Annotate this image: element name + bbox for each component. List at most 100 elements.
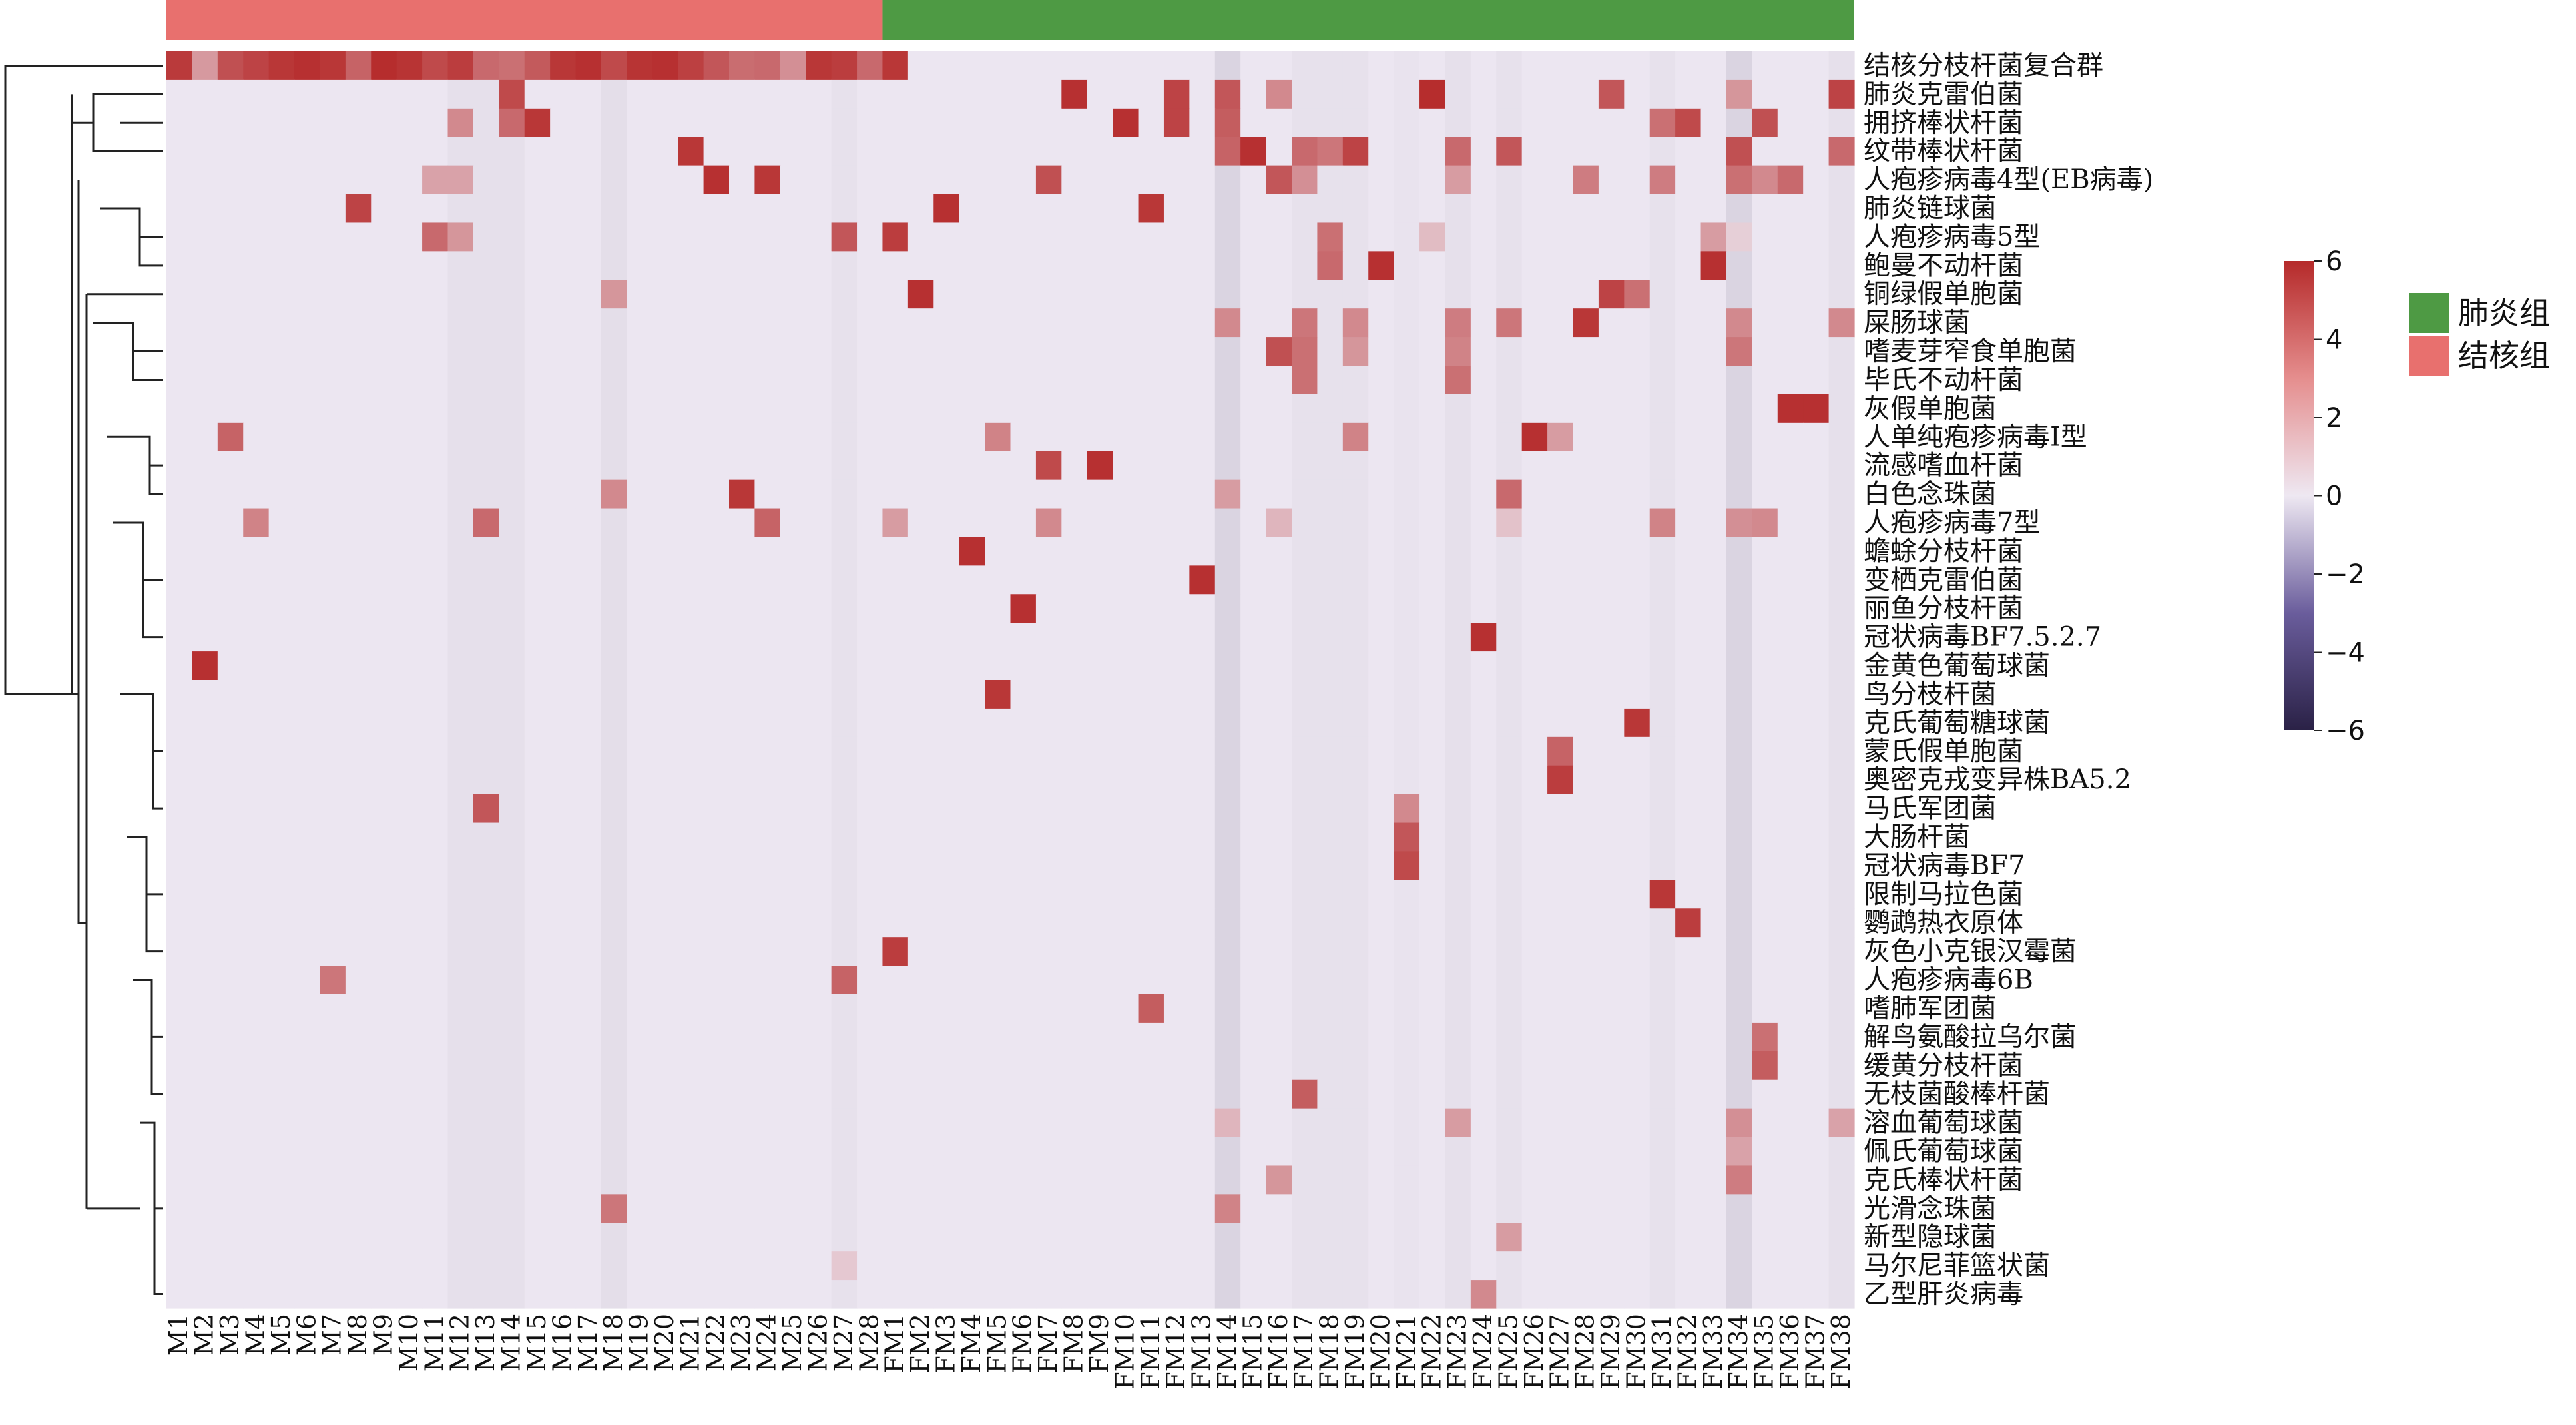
heatmap-cell <box>1828 537 1855 566</box>
heatmap-cell <box>1726 994 1752 1023</box>
heatmap-cell <box>1675 165 1702 195</box>
heatmap-cell <box>959 708 985 738</box>
heatmap-cell <box>371 594 397 623</box>
heatmap-cell <box>959 451 985 481</box>
heatmap-cell <box>1087 851 1113 880</box>
heatmap-cell <box>857 1251 884 1281</box>
heatmap-cell <box>1189 1194 1216 1223</box>
heatmap-cell <box>1700 79 1727 109</box>
heatmap-cell <box>1368 394 1395 424</box>
heatmap-cell <box>1292 280 1318 309</box>
heatmap-cell <box>1777 194 1804 224</box>
heatmap-cell <box>1189 822 1216 852</box>
heatmap-cell <box>831 1108 858 1138</box>
heatmap-cell <box>652 51 678 81</box>
heatmap-cell <box>1547 366 1574 395</box>
heatmap-cell <box>1675 1079 1702 1109</box>
heatmap-cell <box>1828 451 1855 481</box>
heatmap-cell <box>1266 1079 1292 1109</box>
heatmap-cell <box>243 1280 270 1309</box>
heatmap-cell <box>933 222 960 252</box>
heatmap-cell <box>1138 1108 1164 1138</box>
heatmap-cell <box>396 79 423 109</box>
heatmap-cell <box>754 794 781 824</box>
heatmap-cell <box>1240 1165 1267 1195</box>
heatmap-cell <box>601 337 627 366</box>
column-label: FM35 <box>1750 1314 1779 1390</box>
heatmap-cell <box>473 79 499 109</box>
heatmap-cell <box>601 794 627 824</box>
heatmap-cell <box>1113 366 1139 395</box>
heatmap-cell <box>1394 1079 1420 1109</box>
heatmap-cell <box>1598 308 1625 338</box>
heatmap-cell <box>294 1051 321 1081</box>
heatmap-cell <box>601 165 627 195</box>
heatmap-cell <box>1010 251 1037 280</box>
heatmap-cell <box>1342 1194 1369 1223</box>
heatmap-cell <box>575 451 602 481</box>
column-label: FM33 <box>1698 1314 1728 1390</box>
heatmap-cell <box>1010 1251 1037 1281</box>
heatmap-cell <box>396 822 423 852</box>
heatmap-cell <box>268 366 295 395</box>
heatmap-cell <box>1087 1194 1113 1223</box>
heatmap-cell <box>192 708 218 738</box>
heatmap-cell <box>1113 880 1139 909</box>
heatmap-cell <box>678 537 704 566</box>
column-label: FM12 <box>1161 1314 1190 1390</box>
heatmap-cell <box>1368 966 1395 995</box>
heatmap-cell <box>1163 1137 1190 1167</box>
heatmap-cell <box>1470 794 1497 824</box>
heatmap-cell <box>1061 51 1088 81</box>
heatmap-cell <box>729 165 756 195</box>
heatmap-cell <box>166 1051 193 1081</box>
heatmap-cell <box>1752 1194 1778 1223</box>
column-label: M11 <box>419 1314 449 1372</box>
heatmap-cell <box>857 880 884 909</box>
heatmap-cell <box>1726 165 1752 195</box>
heatmap-cell <box>1675 1165 1702 1195</box>
heatmap-cell <box>396 194 423 224</box>
heatmap-cell <box>1138 194 1164 224</box>
heatmap-cell <box>396 137 423 166</box>
heatmap-cell <box>1573 394 1599 424</box>
heatmap-cell <box>1470 937 1497 966</box>
heatmap-cell <box>1803 308 1830 338</box>
heatmap-cell <box>294 708 321 738</box>
heatmap-cell <box>550 1137 577 1167</box>
heatmap-cell <box>371 1108 397 1138</box>
heatmap-cell <box>1803 1165 1830 1195</box>
heatmap-cell <box>729 1022 756 1052</box>
heatmap-cell <box>627 222 653 252</box>
heatmap-cell <box>575 908 602 938</box>
heatmap-cell <box>1419 108 1446 138</box>
heatmap-cell <box>959 1137 985 1167</box>
heatmap-cell <box>345 994 372 1023</box>
heatmap-cell <box>1803 337 1830 366</box>
heatmap-cell <box>780 908 806 938</box>
heatmap-cell <box>1521 1137 1548 1167</box>
heatmap-cell <box>499 623 525 652</box>
heatmap-cell <box>1010 1280 1037 1309</box>
row-label: 冠状病毒BF7 <box>1864 850 2025 881</box>
column-label: FM15 <box>1238 1314 1267 1390</box>
heatmap-cell <box>1317 1108 1344 1138</box>
column-label: M16 <box>547 1314 577 1372</box>
heatmap-cell <box>1368 994 1395 1023</box>
heatmap-cell <box>1649 251 1676 280</box>
heatmap-cell <box>729 1137 756 1167</box>
heatmap-cell <box>473 366 499 395</box>
heatmap-cell <box>1598 1194 1625 1223</box>
heatmap-cell <box>806 1051 832 1081</box>
heatmap-cell <box>1087 280 1113 309</box>
heatmap-cell <box>1573 880 1599 909</box>
heatmap-cell <box>499 422 525 452</box>
column-label: M9 <box>369 1314 398 1356</box>
heatmap-cell <box>1163 79 1190 109</box>
heatmap-cell <box>754 765 781 795</box>
heatmap-cell <box>1598 594 1625 623</box>
heatmap-cell <box>1752 1280 1778 1309</box>
heatmap-cell <box>1726 822 1752 852</box>
heatmap-cell <box>1035 422 1062 452</box>
heatmap-cell <box>499 251 525 280</box>
